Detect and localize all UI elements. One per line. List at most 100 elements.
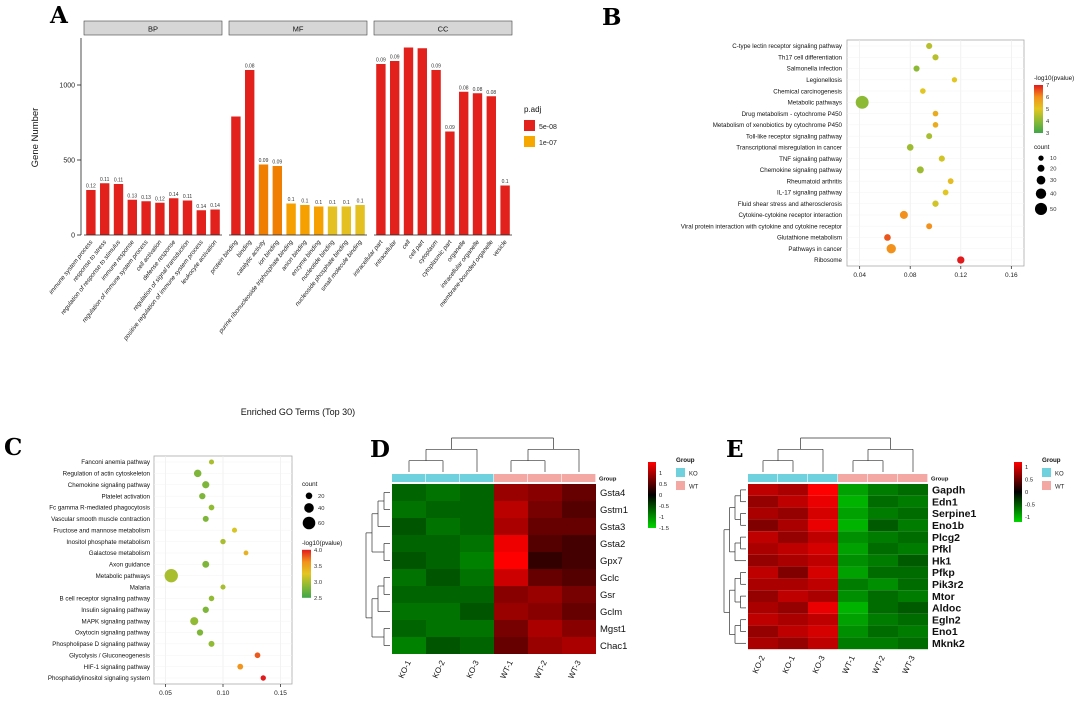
svg-text:BP: BP xyxy=(148,25,158,34)
svg-text:1000: 1000 xyxy=(59,83,75,90)
svg-text:20: 20 xyxy=(318,494,324,500)
svg-text:Plcg2: Plcg2 xyxy=(932,532,960,544)
svg-text:10: 10 xyxy=(1050,156,1056,162)
svg-text:Gclm: Gclm xyxy=(600,607,622,618)
svg-text:30: 30 xyxy=(1050,178,1056,184)
svg-text:0.5: 0.5 xyxy=(659,482,667,488)
svg-text:CC: CC xyxy=(438,25,449,34)
svg-text:Galactose metabolism: Galactose metabolism xyxy=(89,550,150,557)
svg-text:0.15: 0.15 xyxy=(274,690,287,697)
svg-text:Aldoc: Aldoc xyxy=(932,603,961,615)
svg-text:0.05: 0.05 xyxy=(159,690,172,697)
svg-text:Axon guidance: Axon guidance xyxy=(109,562,150,569)
panel-label-c: C xyxy=(4,434,23,461)
svg-text:Gsr: Gsr xyxy=(600,590,615,601)
svg-text:5e-08: 5e-08 xyxy=(539,124,557,131)
svg-text:Th17 cell differentiation: Th17 cell differentiation xyxy=(778,54,842,61)
svg-text:Gsta3: Gsta3 xyxy=(600,522,625,533)
svg-text:Gstm1: Gstm1 xyxy=(600,505,628,516)
panel-heatmap-glutathione: D Group Gsta4 Gstm1 Gsta3 Gsta2 Gpx7 Gclc Gsr Gc… xyxy=(358,428,714,712)
svg-text:WT: WT xyxy=(689,485,699,491)
svg-text:40: 40 xyxy=(1050,192,1056,198)
svg-text:Pathways in cancer: Pathways in cancer xyxy=(788,246,842,253)
svg-text:Gclc: Gclc xyxy=(600,573,619,584)
svg-text:KO: KO xyxy=(689,472,698,478)
svg-text:Platelet activation: Platelet activation xyxy=(102,493,151,500)
svg-text:Chac1: Chac1 xyxy=(600,641,627,652)
svg-text:p.adj: p.adj xyxy=(524,105,542,114)
svg-text:0: 0 xyxy=(71,233,75,240)
svg-text:1: 1 xyxy=(659,471,662,477)
svg-text:WT-1: WT-1 xyxy=(841,654,857,676)
svg-text:KO-3: KO-3 xyxy=(811,654,827,675)
svg-text:Pfkp: Pfkp xyxy=(932,567,955,579)
svg-text:0.12: 0.12 xyxy=(86,184,96,190)
svg-text:0.11: 0.11 xyxy=(100,177,110,183)
svg-text:B cell receptor signaling path: B cell receptor signaling pathway xyxy=(60,596,151,603)
svg-text:0.12: 0.12 xyxy=(155,196,165,202)
svg-text:3: 3 xyxy=(1046,131,1049,137)
svg-text:4: 4 xyxy=(1046,119,1050,125)
svg-text:Mknk2: Mknk2 xyxy=(932,638,965,650)
svg-text:vesicle: vesicle xyxy=(492,238,510,258)
svg-text:0.1: 0.1 xyxy=(288,197,295,203)
svg-text:Toll-like receptor signaling p: Toll-like receptor signaling pathway xyxy=(746,133,843,140)
svg-text:Gapdh: Gapdh xyxy=(932,485,965,497)
svg-text:0: 0 xyxy=(659,493,662,499)
svg-text:Gsta4: Gsta4 xyxy=(600,488,625,499)
svg-text:Inositol phosphate metabolism: Inositol phosphate metabolism xyxy=(66,539,150,546)
kegg-dotplot-up: 0.04 0.08 0.12 0.16 C-type lectin receptor s… xyxy=(681,39,1074,279)
svg-text:Regulation of actin cytoskelet: Regulation of actin cytoskeleton xyxy=(63,471,151,478)
svg-text:count: count xyxy=(1034,144,1050,151)
svg-text:Transcriptional misregulation: Transcriptional misregulation in cancer xyxy=(736,145,842,152)
heatmap-glutathione-genes: Group Gsta4 Gstm1 Gsta3 Gsta2 Gpx7 Gclc Gsr Gclm… xyxy=(365,437,699,681)
svg-text:WT-2: WT-2 xyxy=(533,659,549,681)
svg-text:KO-2: KO-2 xyxy=(431,659,447,680)
svg-text:Pik3r2: Pik3r2 xyxy=(932,579,964,591)
svg-text:WT: WT xyxy=(1055,485,1065,491)
svg-text:Insulin signaling pathway: Insulin signaling pathway xyxy=(81,607,151,614)
svg-text:count: count xyxy=(302,481,318,488)
svg-text:WT-3: WT-3 xyxy=(567,659,583,681)
svg-text:KO-1: KO-1 xyxy=(781,654,797,675)
svg-text:IL-17 signaling pathway: IL-17 signaling pathway xyxy=(777,190,843,197)
svg-text:0.08: 0.08 xyxy=(473,87,483,93)
svg-text:0.08: 0.08 xyxy=(245,64,255,70)
svg-text:3.5: 3.5 xyxy=(314,564,322,570)
svg-text:Chemokine signaling pathway: Chemokine signaling pathway xyxy=(68,482,151,489)
svg-text:0.1: 0.1 xyxy=(329,200,336,206)
svg-text:Drug metabolism - cytochrome P: Drug metabolism - cytochrome P450 xyxy=(742,111,843,118)
svg-text:Eno1: Eno1 xyxy=(932,626,958,638)
panel-label-b: B xyxy=(602,4,622,31)
svg-text:Metabolic pathways: Metabolic pathways xyxy=(788,100,842,107)
svg-text:Eno1b: Eno1b xyxy=(932,520,964,532)
svg-text:Glycolysis / Gluconeogenesis: Glycolysis / Gluconeogenesis xyxy=(69,652,150,659)
svg-text:WT-3: WT-3 xyxy=(901,654,917,676)
svg-text:3.0: 3.0 xyxy=(314,580,322,586)
svg-text:40: 40 xyxy=(318,506,324,512)
svg-text:Group: Group xyxy=(1042,457,1061,464)
svg-text:Gsta2: Gsta2 xyxy=(600,539,625,550)
svg-text:Cytokine-cytokine receptor int: Cytokine-cytokine receptor interaction xyxy=(738,212,842,219)
svg-text:0: 0 xyxy=(1025,490,1028,496)
svg-text:Viral protein interaction with: Viral protein interaction with cytokine … xyxy=(681,223,842,230)
svg-text:Group: Group xyxy=(676,457,695,464)
svg-text:0.1: 0.1 xyxy=(301,199,308,205)
svg-text:Fc gamma R-mediated phagocytos: Fc gamma R-mediated phagocytosis xyxy=(49,505,150,512)
svg-text:Egln2: Egln2 xyxy=(932,614,961,626)
svg-text:0.09: 0.09 xyxy=(445,125,455,131)
svg-text:TNF signaling pathway: TNF signaling pathway xyxy=(779,156,843,163)
svg-text:0.14: 0.14 xyxy=(196,204,206,210)
panel-kegg-dotplot-down: C 0.05 0.10 0.15 Fanconi anemia pathway Regu… xyxy=(0,428,360,712)
svg-text:1: 1 xyxy=(1025,465,1028,471)
svg-text:Vascular smooth muscle contrac: Vascular smooth muscle contraction xyxy=(51,516,150,523)
svg-text:cell: cell xyxy=(401,238,413,250)
svg-text:Oxytocin signaling pathway: Oxytocin signaling pathway xyxy=(75,630,151,637)
svg-text:0.08: 0.08 xyxy=(904,272,917,279)
svg-text:0.1: 0.1 xyxy=(315,200,322,206)
svg-text:Group: Group xyxy=(599,477,617,483)
panel-label-e: E xyxy=(726,436,744,463)
svg-text:0.5: 0.5 xyxy=(1025,478,1033,484)
svg-text:60: 60 xyxy=(318,521,324,527)
svg-text:0.14: 0.14 xyxy=(210,203,220,209)
